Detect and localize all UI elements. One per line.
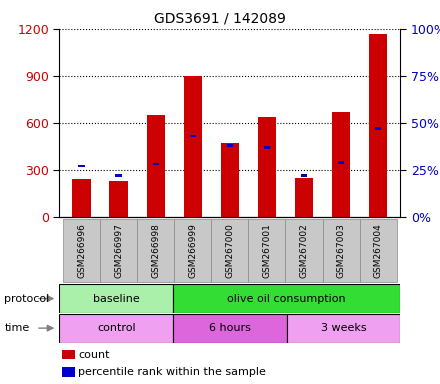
Bar <box>62 350 75 359</box>
Bar <box>115 174 122 177</box>
Text: 3 weeks: 3 weeks <box>321 323 367 333</box>
Bar <box>78 165 85 167</box>
Text: GSM266996: GSM266996 <box>77 223 86 278</box>
Bar <box>173 314 287 343</box>
Bar <box>338 161 345 164</box>
Bar <box>173 284 400 313</box>
Bar <box>62 367 75 377</box>
Text: olive oil consumption: olive oil consumption <box>227 293 346 304</box>
Text: GSM267000: GSM267000 <box>225 223 235 278</box>
Bar <box>63 219 100 282</box>
Bar <box>147 115 165 217</box>
Bar <box>264 146 270 149</box>
Text: GDS3691 / 142089: GDS3691 / 142089 <box>154 12 286 25</box>
Bar <box>375 127 381 130</box>
Text: GSM267001: GSM267001 <box>263 223 271 278</box>
Text: GSM266998: GSM266998 <box>151 223 160 278</box>
Bar <box>301 174 307 177</box>
Text: count: count <box>78 349 110 359</box>
Bar <box>211 219 249 282</box>
Bar <box>183 76 202 217</box>
Bar <box>153 163 159 166</box>
Bar <box>258 117 276 217</box>
Bar <box>249 219 286 282</box>
Text: protocol: protocol <box>4 293 50 304</box>
Text: GSM266999: GSM266999 <box>188 223 197 278</box>
Bar <box>227 144 233 147</box>
Text: baseline: baseline <box>93 293 139 304</box>
Bar <box>359 219 397 282</box>
Text: control: control <box>97 323 136 333</box>
Bar <box>220 143 239 217</box>
Text: GSM267002: GSM267002 <box>300 223 308 278</box>
Text: GSM267003: GSM267003 <box>337 223 345 278</box>
Text: GSM266997: GSM266997 <box>114 223 123 278</box>
Text: percentile rank within the sample: percentile rank within the sample <box>78 367 266 377</box>
Bar <box>72 179 91 217</box>
Bar <box>369 33 388 217</box>
Text: GSM267004: GSM267004 <box>374 223 383 278</box>
Bar <box>174 219 211 282</box>
Bar <box>295 178 313 217</box>
Bar <box>59 314 173 343</box>
Bar <box>287 314 400 343</box>
Bar <box>323 219 359 282</box>
Bar <box>332 112 350 217</box>
Bar <box>59 284 173 313</box>
Bar <box>190 135 196 137</box>
Bar <box>286 219 323 282</box>
Bar <box>110 181 128 217</box>
Text: 6 hours: 6 hours <box>209 323 251 333</box>
Bar <box>137 219 174 282</box>
Bar <box>100 219 137 282</box>
Text: time: time <box>4 323 29 333</box>
